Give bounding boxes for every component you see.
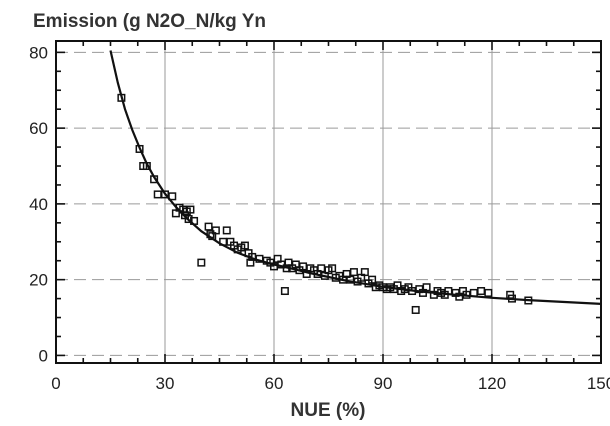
x-tick-label: 60 — [265, 374, 284, 393]
data-point — [422, 283, 431, 292]
data-point — [246, 258, 255, 267]
x-tick-label: 90 — [374, 374, 393, 393]
data-point — [150, 175, 159, 184]
data-point — [168, 192, 177, 201]
data-point — [270, 262, 278, 271]
data-point — [135, 144, 144, 153]
data-point — [349, 268, 358, 277]
y-tick-label: 20 — [29, 271, 48, 290]
data-point — [360, 268, 369, 277]
data-point — [161, 190, 169, 199]
data-point — [186, 205, 195, 214]
data-point — [211, 226, 220, 235]
data-point — [368, 275, 377, 284]
ticks-layer — [55, 41, 602, 363]
data-point — [282, 264, 291, 273]
points-layer — [117, 93, 533, 314]
data-point — [507, 294, 516, 303]
x-tick-label: 150 — [587, 374, 610, 393]
data-point — [222, 226, 231, 235]
data-point — [142, 162, 151, 171]
data-point — [408, 287, 417, 296]
data-point — [328, 264, 337, 273]
data-point — [280, 287, 289, 296]
data-point — [153, 190, 162, 199]
data-point — [462, 290, 471, 299]
data-point — [444, 287, 453, 296]
x-tick-label: 120 — [478, 374, 506, 393]
x-tick-label: 30 — [156, 374, 175, 393]
data-point — [190, 216, 199, 225]
y-tick-label: 40 — [29, 195, 48, 214]
data-point — [317, 264, 326, 273]
data-point — [117, 93, 126, 102]
data-point — [204, 222, 213, 231]
data-point — [255, 254, 264, 263]
data-point — [299, 262, 308, 271]
data-point — [477, 287, 486, 296]
y-tick-label: 0 — [39, 346, 48, 365]
data-point — [524, 296, 533, 305]
x-axis-title: NUE (%) — [291, 400, 366, 421]
x-tick-labels: 0 30 60 90 120 150 — [51, 374, 610, 393]
data-point — [197, 258, 206, 267]
y-tick-labels: 0 20 40 60 80 — [29, 43, 48, 365]
fit-layer — [109, 50, 602, 305]
data-point — [248, 252, 257, 261]
data-point — [240, 241, 249, 250]
grid-layer — [56, 41, 601, 363]
fit-curve — [109, 50, 602, 305]
data-point — [484, 288, 493, 297]
data-point — [411, 305, 420, 314]
y-tick-label: 80 — [29, 43, 48, 62]
data-point — [469, 288, 478, 297]
data-point — [346, 275, 355, 284]
y-axis-title: Emission (g N2O_N/kg Yn — [33, 11, 266, 32]
plot-frame — [55, 40, 602, 364]
data-point — [219, 237, 228, 246]
x-tick-label: 0 — [51, 374, 60, 393]
y-tick-label: 60 — [29, 119, 48, 138]
data-point — [184, 215, 193, 224]
